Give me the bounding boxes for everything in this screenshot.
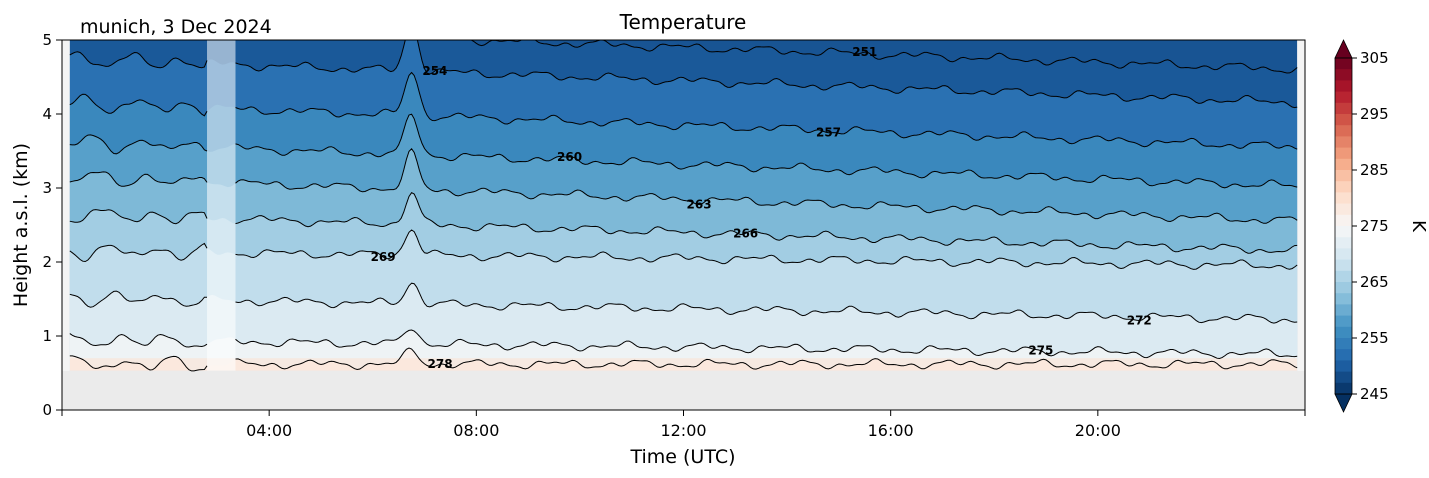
location-date-label: munich, 3 Dec 2024 bbox=[80, 16, 272, 38]
colorbar-tick-label: 295 bbox=[1360, 105, 1389, 123]
no-data-left bbox=[62, 40, 70, 371]
contour-line-275-b bbox=[235, 329, 1298, 360]
contour-line-263-a bbox=[69, 171, 208, 187]
contour-label-260: 260 bbox=[557, 150, 582, 164]
contour-label-257: 257 bbox=[816, 126, 841, 140]
plot-area: 278 275 272 269 266 263 260 257 254 251 bbox=[61, 39, 1306, 411]
contour-line-278-b bbox=[235, 347, 1298, 371]
contour-label-269: 269 bbox=[371, 250, 396, 264]
contour-label-278: 278 bbox=[428, 357, 453, 371]
colorbar-segment bbox=[1335, 181, 1352, 193]
x-tick-label: 12:00 bbox=[660, 421, 706, 440]
colorbar-label: K bbox=[1408, 220, 1429, 233]
contour-label-275: 275 bbox=[1028, 344, 1053, 358]
y-axis: 0 1 2 3 4 5 bbox=[42, 31, 62, 419]
colorbar-tick-label: 305 bbox=[1360, 49, 1389, 67]
contour-line-278-a bbox=[69, 355, 208, 372]
y-tick-label: 0 bbox=[42, 401, 52, 419]
x-tick-label: 20:00 bbox=[1075, 421, 1121, 440]
colorbar-segment bbox=[1335, 248, 1352, 261]
colorbar-tick-label: 245 bbox=[1360, 385, 1389, 403]
contour-line-251-b bbox=[469, 40, 1298, 74]
colorbar-segment bbox=[1335, 282, 1352, 294]
contour-line-257-b bbox=[235, 71, 1298, 150]
y-tick-label: 5 bbox=[42, 31, 52, 49]
colorbar-tick-label: 255 bbox=[1360, 329, 1389, 347]
colorbar-segment bbox=[1335, 382, 1352, 395]
colorbar-extend-max bbox=[1334, 39, 1353, 59]
colorbar-segment bbox=[1335, 304, 1352, 317]
contour-line-272-a bbox=[69, 290, 207, 308]
colorbar-extend-min bbox=[1334, 393, 1353, 413]
contour-line-254-a bbox=[69, 51, 208, 69]
contour-line-266-a bbox=[69, 209, 208, 225]
contour-line-257-a bbox=[69, 93, 208, 117]
y-tick-label: 3 bbox=[42, 179, 52, 197]
colorbar-segment bbox=[1335, 58, 1352, 70]
y-axis-label: Height a.s.l. (km) bbox=[10, 143, 32, 307]
colorbar-segment bbox=[1335, 338, 1352, 350]
colorbar-segment bbox=[1335, 192, 1352, 205]
fill-band-bottom bbox=[69, 358, 1298, 371]
colorbar-segment bbox=[1335, 158, 1352, 171]
colorbar-segment bbox=[1335, 226, 1352, 238]
colorbar-segment bbox=[1335, 125, 1352, 137]
colorbar-tick-label: 275 bbox=[1360, 217, 1389, 235]
contour-line-269-a bbox=[69, 242, 208, 263]
contour-line-275-a bbox=[69, 333, 208, 348]
colorbar-segment bbox=[1335, 326, 1352, 339]
colorbar-segment bbox=[1335, 80, 1352, 93]
colorbar-segment bbox=[1335, 147, 1352, 160]
y-tick-label: 4 bbox=[42, 105, 52, 123]
contour-line-254-b bbox=[235, 40, 1298, 109]
colorbar-segment bbox=[1335, 371, 1352, 384]
contour-line-260-a bbox=[69, 134, 208, 155]
colorbar-tick-label: 285 bbox=[1360, 161, 1389, 179]
contour-label-251: 251 bbox=[852, 45, 877, 59]
colorbar-segment bbox=[1335, 293, 1352, 305]
x-axis-label: Time (UTC) bbox=[629, 446, 735, 468]
below-ground-area bbox=[62, 370, 1305, 410]
contour-label-272: 272 bbox=[1127, 314, 1152, 328]
x-tick-label: 04:00 bbox=[246, 421, 292, 440]
colorbar-segment bbox=[1335, 114, 1352, 126]
contour-line-260-b bbox=[235, 113, 1298, 189]
contour-label-263: 263 bbox=[687, 198, 712, 212]
colorbar-segment bbox=[1335, 203, 1352, 216]
colorbar-segment bbox=[1335, 214, 1352, 227]
colorbar-segment bbox=[1335, 360, 1352, 373]
data-gap bbox=[207, 40, 236, 371]
contour-line-263-b bbox=[235, 148, 1298, 224]
colorbar-segment bbox=[1335, 237, 1352, 249]
colorbar-segment bbox=[1335, 259, 1352, 272]
x-tick-label: 16:00 bbox=[868, 421, 914, 440]
colorbar-segment bbox=[1335, 270, 1352, 283]
no-data-right bbox=[1297, 40, 1305, 371]
y-tick-label: 2 bbox=[42, 253, 52, 271]
colorbar-tick-label: 265 bbox=[1360, 273, 1389, 291]
colorbar-segment bbox=[1335, 136, 1352, 149]
x-axis: 04:00 08:00 12:00 16:00 20:00 bbox=[61, 410, 1306, 440]
colorbar-segment bbox=[1335, 102, 1352, 115]
colorbar-segment bbox=[1335, 349, 1352, 361]
contour-label-254: 254 bbox=[422, 64, 447, 78]
contour-line-272-b bbox=[235, 282, 1298, 324]
colorbar-segment bbox=[1335, 69, 1352, 81]
colorbar-segment bbox=[1335, 91, 1352, 104]
y-tick-label: 1 bbox=[42, 327, 52, 345]
contour-line-266-b bbox=[235, 192, 1298, 254]
colorbar: 305 295 285 275 265 255 245 bbox=[1334, 39, 1389, 413]
x-tick-label: 08:00 bbox=[453, 421, 499, 440]
colorbar-segment bbox=[1335, 170, 1352, 182]
colorbar-segment bbox=[1335, 315, 1352, 328]
chart-title: Temperature bbox=[619, 10, 747, 34]
contour-label-266: 266 bbox=[733, 226, 758, 240]
contour-line-269-b bbox=[235, 229, 1298, 270]
